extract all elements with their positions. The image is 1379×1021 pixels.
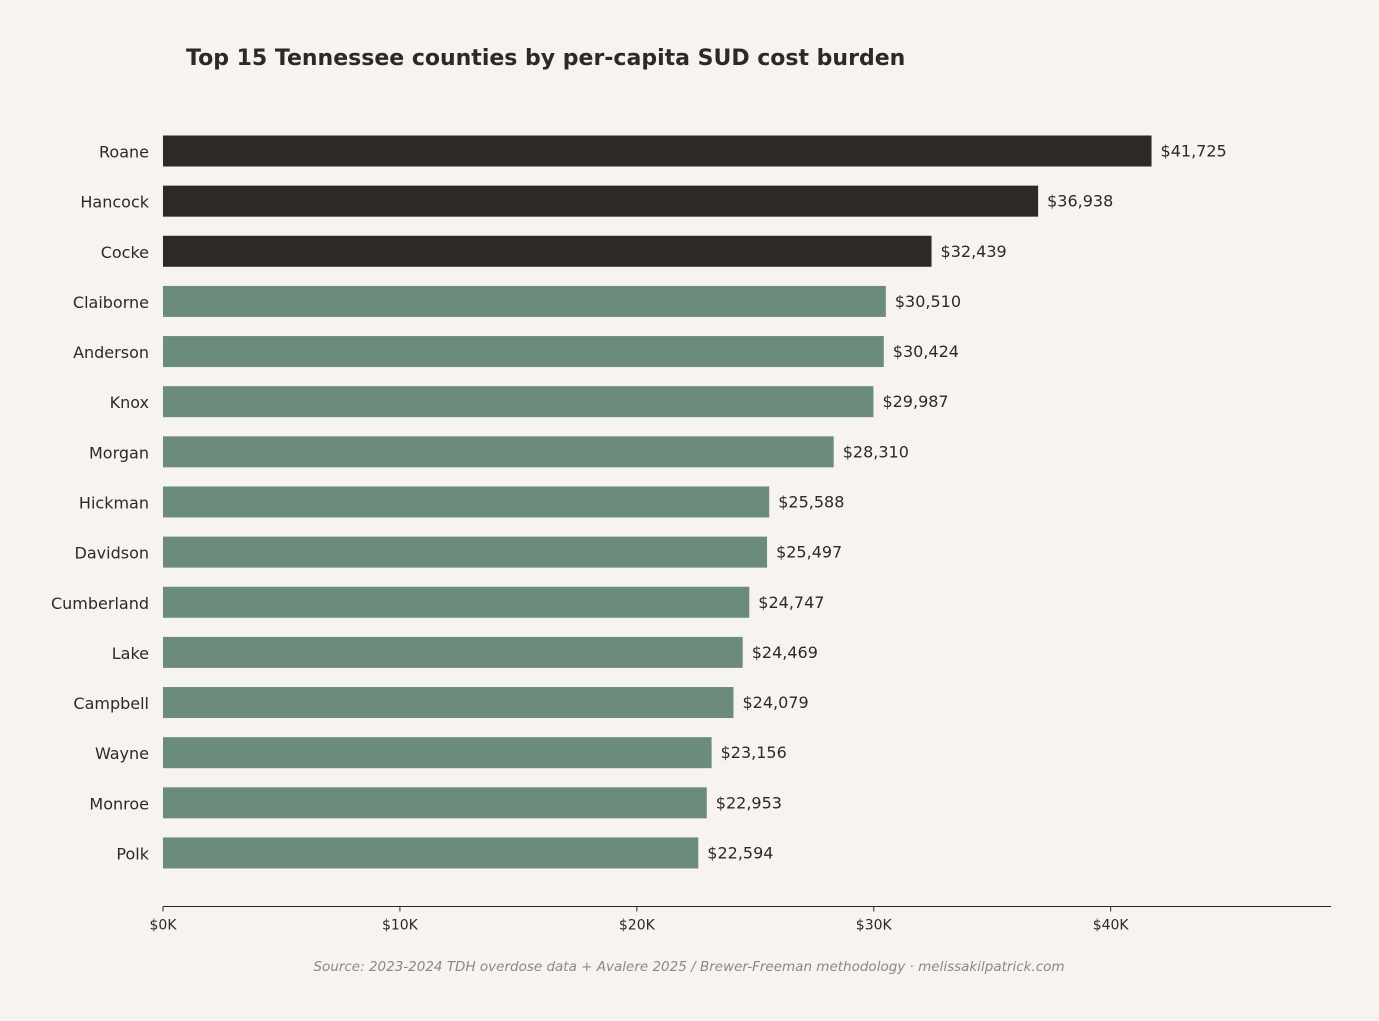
y-tick-label: Hancock [80, 193, 149, 212]
y-tick-label: Wayne [95, 744, 149, 763]
x-tick-label: $10K [382, 918, 419, 934]
value-label: $25,588 [778, 492, 844, 511]
y-tick-label: Knox [110, 393, 149, 412]
value-label: $30,424 [893, 342, 959, 361]
bar [163, 837, 699, 869]
bar [163, 536, 768, 568]
value-label: $24,469 [752, 643, 818, 662]
bar [163, 737, 712, 769]
value-label: $29,987 [882, 392, 948, 411]
y-tick-label: Davidson [75, 544, 149, 563]
value-label: $30,510 [895, 292, 961, 311]
y-tick-label: Claiborne [73, 293, 149, 312]
value-label: $32,439 [941, 242, 1007, 261]
bar [163, 235, 932, 267]
bar [163, 336, 884, 368]
bar [163, 687, 734, 719]
value-label: $23,156 [721, 743, 787, 762]
y-tick-label: Hickman [79, 493, 149, 512]
value-label: $41,725 [1161, 142, 1227, 161]
chart-title: Top 15 Tennessee counties by per-capita … [186, 46, 905, 71]
y-tick-label: Lake [112, 644, 149, 663]
value-label: $25,497 [776, 543, 842, 562]
bar [163, 787, 707, 819]
source-note: Source: 2023-2024 TDH overdose data + Av… [313, 959, 1064, 975]
x-tick-label: $20K [619, 918, 656, 934]
bar [163, 285, 886, 317]
x-tick-label: $30K [856, 918, 893, 934]
bar [163, 486, 770, 518]
y-tick-label: Cocke [101, 243, 149, 262]
y-tick-label: Polk [116, 844, 149, 863]
value-label: $22,594 [707, 843, 773, 862]
value-label: $24,079 [742, 693, 808, 712]
y-tick-label: Roane [99, 143, 149, 162]
value-label: $36,938 [1047, 192, 1113, 211]
y-tick-label: Anderson [73, 343, 149, 362]
bar [163, 135, 1152, 167]
bar [163, 386, 874, 418]
x-tick-label: $0K [150, 918, 178, 934]
bar [163, 436, 834, 468]
bar [163, 586, 750, 618]
value-label: $28,310 [843, 442, 909, 461]
y-tick-label: Cumberland [51, 594, 149, 613]
bar [163, 185, 1039, 217]
y-tick-label: Campbell [73, 694, 149, 713]
value-label: $22,953 [716, 793, 782, 812]
x-tick-label: $40K [1093, 918, 1130, 934]
bar [163, 636, 743, 668]
y-tick-label: Morgan [89, 443, 149, 462]
y-tick-label: Monroe [89, 794, 149, 813]
value-label: $24,747 [758, 593, 824, 612]
